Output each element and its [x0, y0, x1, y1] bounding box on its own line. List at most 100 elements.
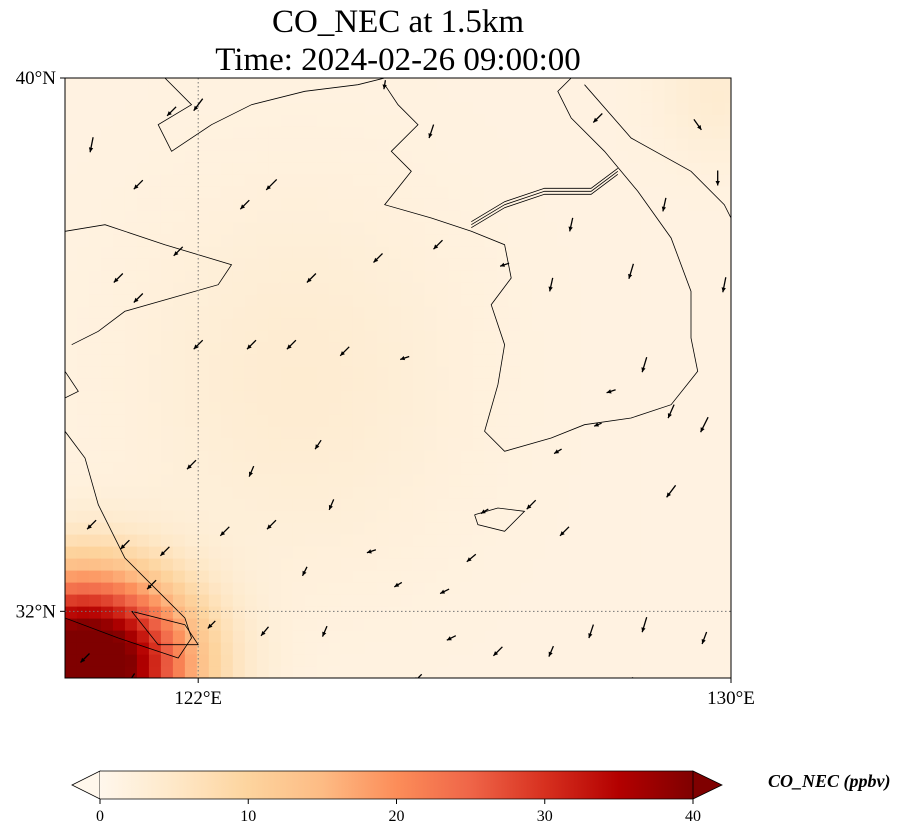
heat-cell — [184, 498, 198, 511]
heat-cell — [376, 378, 390, 391]
heat-cell — [304, 294, 318, 307]
heat-cell — [328, 630, 342, 643]
coastline-segment — [584, 84, 731, 219]
heat-cell — [220, 138, 234, 151]
heat-cell — [532, 510, 546, 523]
heat-cell — [412, 258, 426, 271]
heat-cell — [184, 570, 198, 583]
heat-cell — [700, 366, 713, 379]
heat-cell — [124, 78, 138, 91]
heat-cell — [76, 270, 90, 283]
heat-cell — [688, 630, 701, 643]
heat-cell — [100, 618, 114, 631]
heat-cell — [556, 534, 570, 547]
heat-cell — [592, 606, 606, 619]
heat-cell — [424, 318, 438, 331]
heat-cell — [160, 90, 174, 103]
heat-cell — [364, 234, 378, 247]
heat-cell — [676, 474, 689, 487]
heat-cell — [220, 198, 234, 211]
heat-cell — [700, 618, 713, 631]
heat-cell — [472, 534, 486, 547]
heat-cell — [340, 102, 354, 115]
heat-cell — [256, 126, 270, 139]
heat-cell — [172, 306, 186, 319]
heat-cell — [412, 222, 426, 235]
heat-cell — [184, 162, 198, 175]
heat-cell — [292, 330, 306, 343]
heat-cell — [580, 78, 594, 91]
heat-cell — [520, 474, 534, 487]
heat-cell — [700, 582, 713, 595]
heat-cell — [160, 306, 174, 319]
heat-cell — [184, 594, 198, 607]
colorbar-tick-label: 0 — [96, 808, 104, 825]
heat-cell — [700, 594, 713, 607]
heat-cell — [256, 390, 270, 403]
heat-cell — [580, 186, 594, 199]
heat-cell — [592, 246, 606, 259]
heat-cell — [472, 150, 486, 163]
heat-cell — [460, 510, 474, 523]
heat-cell — [484, 534, 498, 547]
heat-cell — [196, 186, 210, 199]
heat-cell — [172, 78, 186, 79]
heat-cell — [112, 90, 126, 103]
heat-cell — [172, 102, 186, 115]
heat-cell — [496, 642, 510, 655]
heat-cell — [208, 102, 222, 115]
heat-cell — [496, 138, 510, 151]
heat-cell — [484, 558, 498, 571]
heat-cell — [604, 102, 618, 115]
heat-cell — [436, 618, 450, 631]
heat-cell — [256, 462, 270, 475]
heat-cell — [532, 378, 546, 391]
heat-cell — [160, 486, 174, 499]
heat-cell — [280, 558, 294, 571]
heat-cell — [724, 174, 731, 187]
heat-cell — [244, 414, 258, 427]
heat-cell — [244, 186, 258, 199]
heat-cell — [100, 606, 114, 619]
heat-cell — [580, 510, 594, 523]
heat-cell — [88, 366, 102, 379]
heat-cell — [568, 294, 582, 307]
heat-cell — [316, 462, 330, 475]
heat-cell — [136, 414, 150, 427]
heat-cell — [316, 474, 330, 487]
heat-cell — [544, 174, 558, 187]
heat-cell — [112, 594, 126, 607]
heat-cell — [196, 570, 210, 583]
heat-cell — [520, 534, 534, 547]
wind-arrow — [700, 416, 709, 433]
heat-cell — [412, 594, 426, 607]
heat-cell — [340, 306, 354, 319]
heat-cell — [76, 570, 90, 583]
heat-cell — [100, 354, 114, 367]
heat-cell — [532, 618, 546, 631]
heat-cell — [244, 510, 258, 523]
heat-cell — [220, 330, 234, 343]
heat-cell — [664, 438, 677, 451]
heat-cell — [76, 162, 90, 175]
heat-cell — [376, 606, 390, 619]
heat-cell — [364, 330, 378, 343]
heat-cell — [124, 378, 138, 391]
heat-cell — [160, 450, 174, 463]
heat-cell — [65, 186, 78, 199]
heat-cell — [472, 114, 486, 127]
heat-cell — [592, 582, 606, 595]
heat-cell — [712, 282, 725, 295]
heat-cell — [112, 162, 126, 175]
heat-cell — [148, 138, 162, 151]
heat-cell — [544, 270, 558, 283]
heat-cell — [172, 162, 186, 175]
heat-cell — [65, 438, 78, 451]
heat-cell — [65, 234, 78, 247]
heat-cell — [292, 414, 306, 427]
heat-cell — [244, 306, 258, 319]
heat-cell — [100, 594, 114, 607]
heat-cell — [160, 438, 174, 451]
heat-cell — [196, 114, 210, 127]
heat-cell — [316, 210, 330, 223]
